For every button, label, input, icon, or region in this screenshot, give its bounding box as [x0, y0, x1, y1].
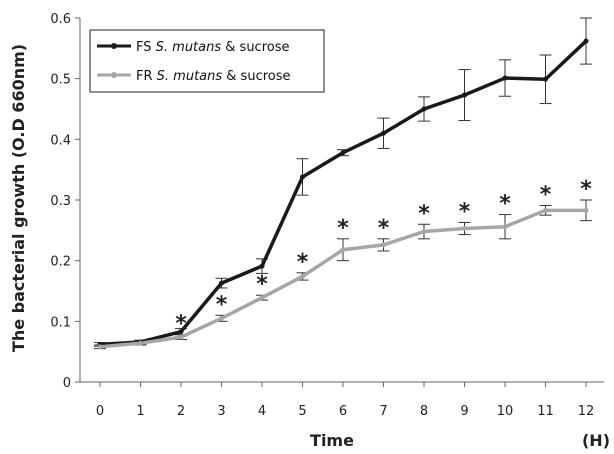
y-tick-label: 0.6 — [50, 12, 71, 27]
y-tick-label: 0.1 — [50, 315, 71, 330]
data-point-fs — [543, 76, 548, 82]
x-axis-unit: (H) — [582, 431, 610, 450]
data-point-fs — [219, 280, 224, 286]
data-point-fr — [97, 344, 103, 350]
data-point-fs — [462, 92, 467, 98]
legend-box — [89, 29, 325, 93]
x-tick-label: 12 — [578, 404, 595, 419]
significance-marker: * — [580, 177, 592, 202]
x-tick-label: 0 — [96, 404, 104, 419]
data-point-fr — [421, 229, 427, 235]
legend-swatch-marker-fr — [111, 72, 117, 78]
significance-marker: * — [256, 272, 268, 297]
legend-label-fr: FR S. mutans & sucrose — [136, 69, 291, 84]
x-tick-label: 4 — [258, 404, 266, 419]
data-point-fr — [543, 207, 548, 213]
significance-marker: * — [499, 192, 511, 217]
data-point-fr — [462, 226, 467, 232]
significance-marker: * — [418, 201, 430, 226]
x-tick-label: 10 — [497, 404, 514, 419]
data-point-fr — [502, 224, 508, 230]
y-tick-label: 0.2 — [50, 255, 71, 270]
data-point-fs — [178, 329, 184, 335]
significance-marker: * — [540, 182, 552, 207]
legend-label-fr-prefix: FR — [136, 69, 157, 84]
significance-marker: * — [378, 216, 390, 241]
y-tick-label: 0.3 — [50, 194, 71, 209]
data-point-fr — [178, 334, 184, 340]
significance-marker: * — [297, 250, 309, 275]
data-point-fr — [219, 315, 224, 321]
x-axis-title: Time — [310, 431, 354, 450]
data-point-fs — [381, 130, 386, 136]
data-point-fs — [259, 263, 265, 269]
data-point-fr — [583, 207, 589, 213]
data-point-fr — [300, 273, 305, 279]
data-points — [97, 38, 589, 350]
legend-label-fs-prefix: FS — [136, 40, 156, 55]
significance-marker: * — [216, 292, 228, 317]
legend-label-fs-italic: S. mutans — [156, 40, 222, 55]
y-axis-title: The bacterial growth (O.D 660nm) — [9, 44, 28, 352]
x-tick-label: 8 — [420, 404, 428, 419]
y-tick-label: 0 — [63, 376, 71, 391]
x-tick-label: 1 — [136, 404, 144, 419]
data-point-fs — [340, 150, 346, 156]
x-tick-label: 2 — [177, 404, 185, 419]
data-point-fr — [381, 242, 386, 248]
data-point-fs — [502, 75, 508, 81]
legend-label-fr-italic: S. mutans — [157, 69, 223, 84]
data-point-fr — [259, 295, 265, 301]
legend-label-fr-suffix: & sucrose — [222, 69, 290, 84]
x-tick-label: 7 — [379, 404, 387, 419]
x-tick-label: 3 — [217, 404, 225, 419]
legend-item-fr: FR S. mutans & sucrose — [97, 69, 291, 84]
significance-marker: * — [459, 199, 471, 224]
data-point-fr — [340, 247, 346, 253]
significance-marker: * — [175, 312, 187, 337]
legend-swatch-marker-fs — [111, 43, 117, 49]
x-tick-label: 9 — [460, 404, 468, 419]
legend-item-fs: FS S. mutans & sucrose — [97, 40, 290, 55]
x-tick-label: 11 — [537, 404, 554, 419]
y-tick-label: 0.5 — [50, 73, 71, 88]
data-point-fs — [421, 106, 427, 112]
data-point-fs — [583, 38, 589, 44]
data-point-fr — [138, 340, 143, 346]
data-point-fs — [300, 174, 305, 180]
significance-markers: * * * * * * * * * * * — [175, 177, 592, 337]
legend-label-fs-suffix: & sucrose — [221, 40, 289, 55]
x-tick-label: 5 — [298, 404, 306, 419]
legend-label-fs: FS S. mutans & sucrose — [136, 40, 290, 55]
legend: FS S. mutans & sucrose FR S. mutans & su… — [89, 29, 325, 93]
axis-ticks: 00.10.20.30.40.50.60 1 2 3 4 5 6 7 8 9 10 11 12 — [50, 12, 594, 419]
y-tick-label: 0.4 — [50, 133, 71, 148]
significance-marker: * — [337, 216, 349, 241]
x-tick-label: 6 — [339, 404, 347, 419]
